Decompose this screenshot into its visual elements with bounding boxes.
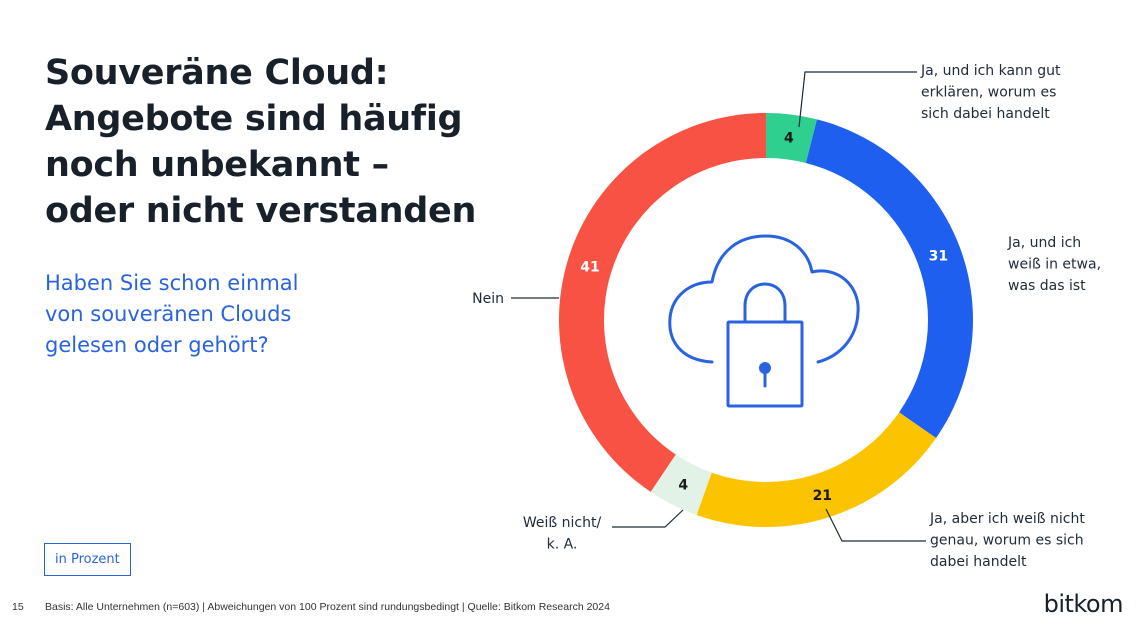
category-label-1-2: was das ist [1008, 278, 1086, 294]
donut-slice-3 [650, 454, 712, 516]
value-labels: 4 31 21 4 41 [580, 130, 948, 504]
category-label-3-0: Weiß nicht/ [523, 515, 602, 531]
category-label-0-2: sich dabei handelt [921, 106, 1050, 122]
category-labels: Ja, und ich kann gut erklären, worum es si… [472, 63, 1101, 570]
cloud-outline [668, 234, 860, 364]
lock-shackle [743, 282, 787, 324]
leader-line-3 [612, 509, 684, 528]
donut-slice-0 [766, 113, 817, 163]
category-label-2-1: genau, worum es sich [930, 533, 1084, 549]
title-line-3: noch unbekannt – [45, 145, 389, 185]
category-label-3-1: k. A. [547, 537, 578, 553]
page-number: 15 [12, 601, 24, 613]
category-label-1-1: weiß in etwa, [1008, 257, 1101, 273]
donut-slice-1 [805, 119, 973, 438]
donut-slice-2 [696, 412, 937, 527]
survey-question: Haben Sie schon einmal von souveränen Cl… [45, 268, 385, 361]
donut-slices [559, 113, 973, 527]
category-label-0-1: erklären, worum es [921, 85, 1056, 101]
value-label-4: 41 [580, 259, 599, 275]
question-line-2: von souveränen Clouds [45, 302, 292, 326]
unit-badge: in Prozent [44, 543, 131, 576]
category-label-0-0: Ja, und ich kann gut [920, 63, 1061, 79]
category-label-2-2: dabei handelt [930, 554, 1027, 570]
lock-body [726, 320, 804, 408]
value-label-0: 4 [784, 130, 794, 146]
donut-slice-4 [559, 113, 766, 492]
category-label-4-0: Nein [472, 291, 504, 307]
slide-title: Souveräne Cloud: Angebote sind häufig no… [45, 50, 505, 234]
title-line-2: Angebote sind häufig [45, 99, 463, 139]
value-label-1: 31 [929, 249, 948, 265]
title-line-1: Souveräne Cloud: [45, 53, 389, 93]
question-line-1: Haben Sie schon einmal [45, 271, 299, 295]
leader-line-0 [798, 71, 917, 128]
brand-logo: bitkom [1043, 590, 1124, 618]
value-label-2: 21 [813, 488, 832, 504]
leader-lines [511, 71, 926, 542]
leader-line-2 [825, 508, 926, 542]
question-line-3: gelesen oder gehört? [45, 333, 269, 357]
source-note: Basis: Alle Unternehmen (n=603) | Abweic… [45, 601, 610, 613]
category-label-1-0: Ja, und ich [1007, 235, 1081, 251]
value-label-3: 4 [678, 477, 688, 493]
title-line-4: oder nicht verstanden [45, 191, 477, 231]
cloud-lock-icon [668, 234, 860, 408]
category-label-2-0: Ja, aber ich weiß nicht [929, 511, 1085, 527]
